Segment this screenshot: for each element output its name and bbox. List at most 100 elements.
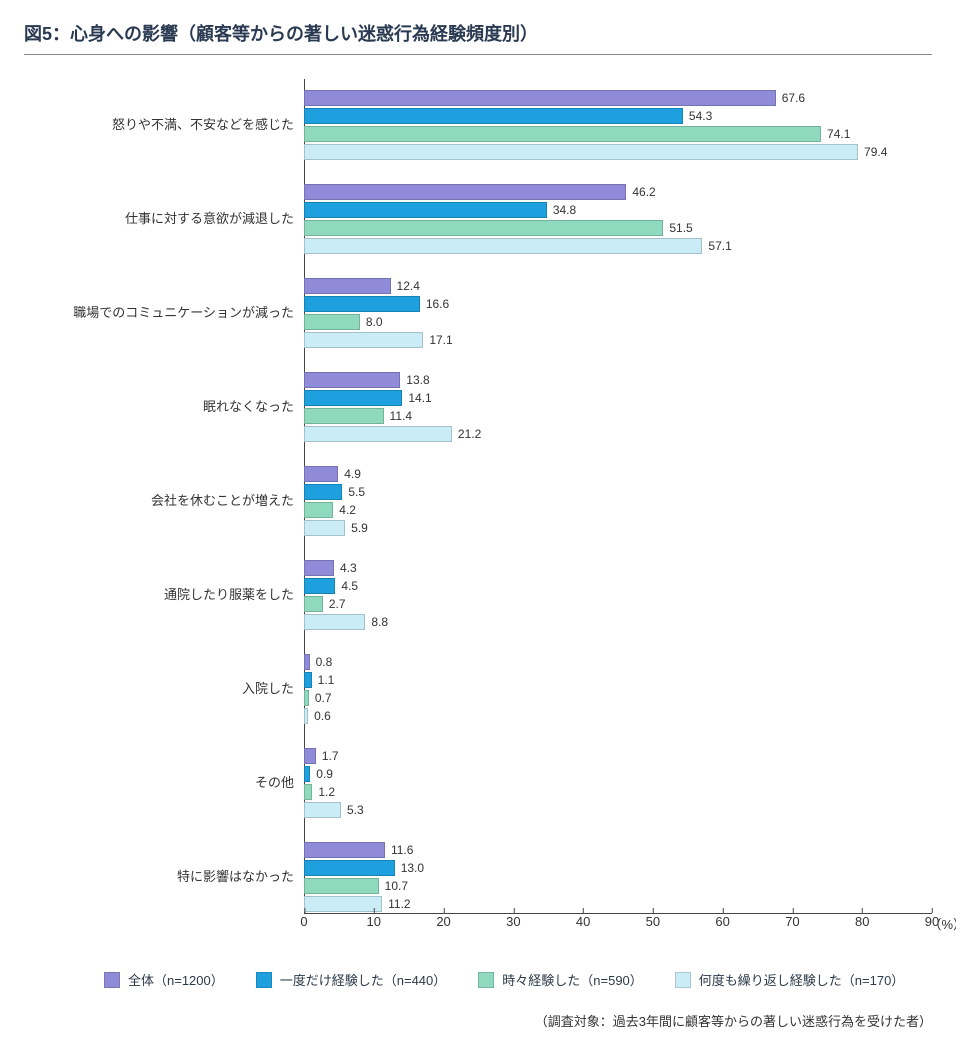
category-label: 通院したり服薬をした [34,586,304,604]
bar-value-label: 0.6 [314,709,331,723]
legend-item: 何度も繰り返し経験した（n=170） [675,970,905,989]
bar-row: 8.8 [304,613,932,631]
bar-row: 21.2 [304,425,932,443]
bar [304,878,379,894]
bar-row: 74.1 [304,125,932,143]
bar-value-label: 4.9 [344,467,361,481]
category-label: 入院した [34,680,304,698]
legend-label: 全体（n=1200） [128,970,224,989]
bar [304,842,385,858]
legend-label: 一度だけ経験した（n=440） [280,970,447,989]
bar-row: 5.3 [304,801,932,819]
bar [304,614,365,630]
bar-row: 1.1 [304,671,932,689]
bar-row: 11.2 [304,895,932,913]
bar-row: 34.8 [304,201,932,219]
bar [304,896,382,912]
bar [304,672,312,688]
bar-row: 5.9 [304,519,932,537]
bar [304,560,334,576]
bar-value-label: 16.6 [426,297,449,311]
bar-value-label: 4.5 [341,579,358,593]
bar [304,202,547,218]
bar-value-label: 11.6 [391,843,413,857]
bar-value-label: 13.8 [406,373,429,387]
bar-row: 79.4 [304,143,932,161]
category-label: 怒りや不満、不安などを感じた [34,116,304,134]
bar [304,748,316,764]
bar [304,502,333,518]
bar-chart: 怒りや不満、不安などを感じた 67.6 54.3 74.1 79.4 仕事に対する意欲が減… [34,89,932,942]
footer-note: （調査対象：過去3年間に顧客等からの著しい迷惑行為を受けた者） [24,1011,932,1030]
category-bars: 13.8 14.1 11.4 21.2 [304,371,932,443]
title-rule [24,54,932,55]
legend-swatch [478,972,494,988]
category-bars: 1.7 0.9 1.2 5.3 [304,747,932,819]
bar-value-label: 79.4 [864,145,887,159]
bar [304,596,323,612]
bar-value-label: 1.2 [318,785,335,799]
bar [304,654,310,670]
bar-value-label: 1.7 [322,749,339,763]
category-label: 仕事に対する意欲が減退した [34,210,304,228]
bar-value-label: 11.4 [390,409,412,423]
bar-row: 13.8 [304,371,932,389]
bar [304,126,821,142]
bar-value-label: 8.0 [366,315,383,329]
category-group: 特に影響はなかった11.613.010.711.2 [34,841,932,913]
bar-value-label: 67.6 [782,91,805,105]
legend-swatch [675,972,691,988]
legend-item: 全体（n=1200） [104,970,224,989]
category-group: 眠れなくなった 13.8 14.1 11.4 21.2 [34,371,932,443]
bar-value-label: 4.2 [339,503,356,517]
x-tick-label: 20 [436,914,450,929]
bar [304,784,312,800]
category-label: 職場でのコミュニケーションが減った [34,304,304,322]
bar-row: 17.1 [304,331,932,349]
bar [304,802,341,818]
bar-value-label: 54.3 [689,109,712,123]
bar-value-label: 0.8 [316,655,333,669]
bar-row: 1.7 [304,747,932,765]
bar-value-label: 74.1 [827,127,850,141]
bar-row: 0.9 [304,765,932,783]
bar [304,90,776,106]
category-label: 会社を休むことが増えた [34,492,304,510]
bar [304,184,626,200]
bar-value-label: 5.5 [348,485,365,499]
category-bars: 46.234.851.557.1 [304,183,932,255]
bar-row: 0.8 [304,653,932,671]
bar [304,144,858,160]
bar-value-label: 4.3 [340,561,357,575]
bar [304,578,335,594]
chart-legend: 全体（n=1200） 一度だけ経験した（n=440） 時々経験した（n=590） 何度… [24,970,932,989]
legend-swatch [256,972,272,988]
bar-row: 4.2 [304,501,932,519]
x-tick-label: 50 [646,914,660,929]
category-bars: 0.81.10.70.6 [304,653,932,725]
bar [304,766,310,782]
category-bars: 11.613.010.711.2 [304,841,932,913]
x-tick-label: 30 [506,914,520,929]
bar [304,484,342,500]
bar-value-label: 2.7 [329,597,346,611]
legend-item: 一度だけ経験した（n=440） [256,970,447,989]
category-bars: 12.416.68.017.1 [304,277,932,349]
bar-row: 14.1 [304,389,932,407]
x-tick-label: 10 [367,914,381,929]
bar-row: 4.9 [304,465,932,483]
bar-value-label: 13.0 [401,861,424,875]
category-group: 会社を休むことが増えた 4.9 5.5 4.2 5.9 [34,465,932,537]
bar-value-label: 34.8 [553,203,576,217]
bar-row: 11.6 [304,841,932,859]
bar-value-label: 8.8 [371,615,388,629]
legend-swatch [104,972,120,988]
bar-row: 4.3 [304,559,932,577]
x-axis-ticks: 0102030405060708090（%） [304,914,932,942]
category-label: 眠れなくなった [34,398,304,416]
bar-row: 11.4 [304,407,932,425]
bar [304,520,345,536]
bar-value-label: 14.1 [408,391,431,405]
legend-item: 時々経験した（n=590） [478,970,643,989]
bar-value-label: 1.1 [318,673,335,687]
